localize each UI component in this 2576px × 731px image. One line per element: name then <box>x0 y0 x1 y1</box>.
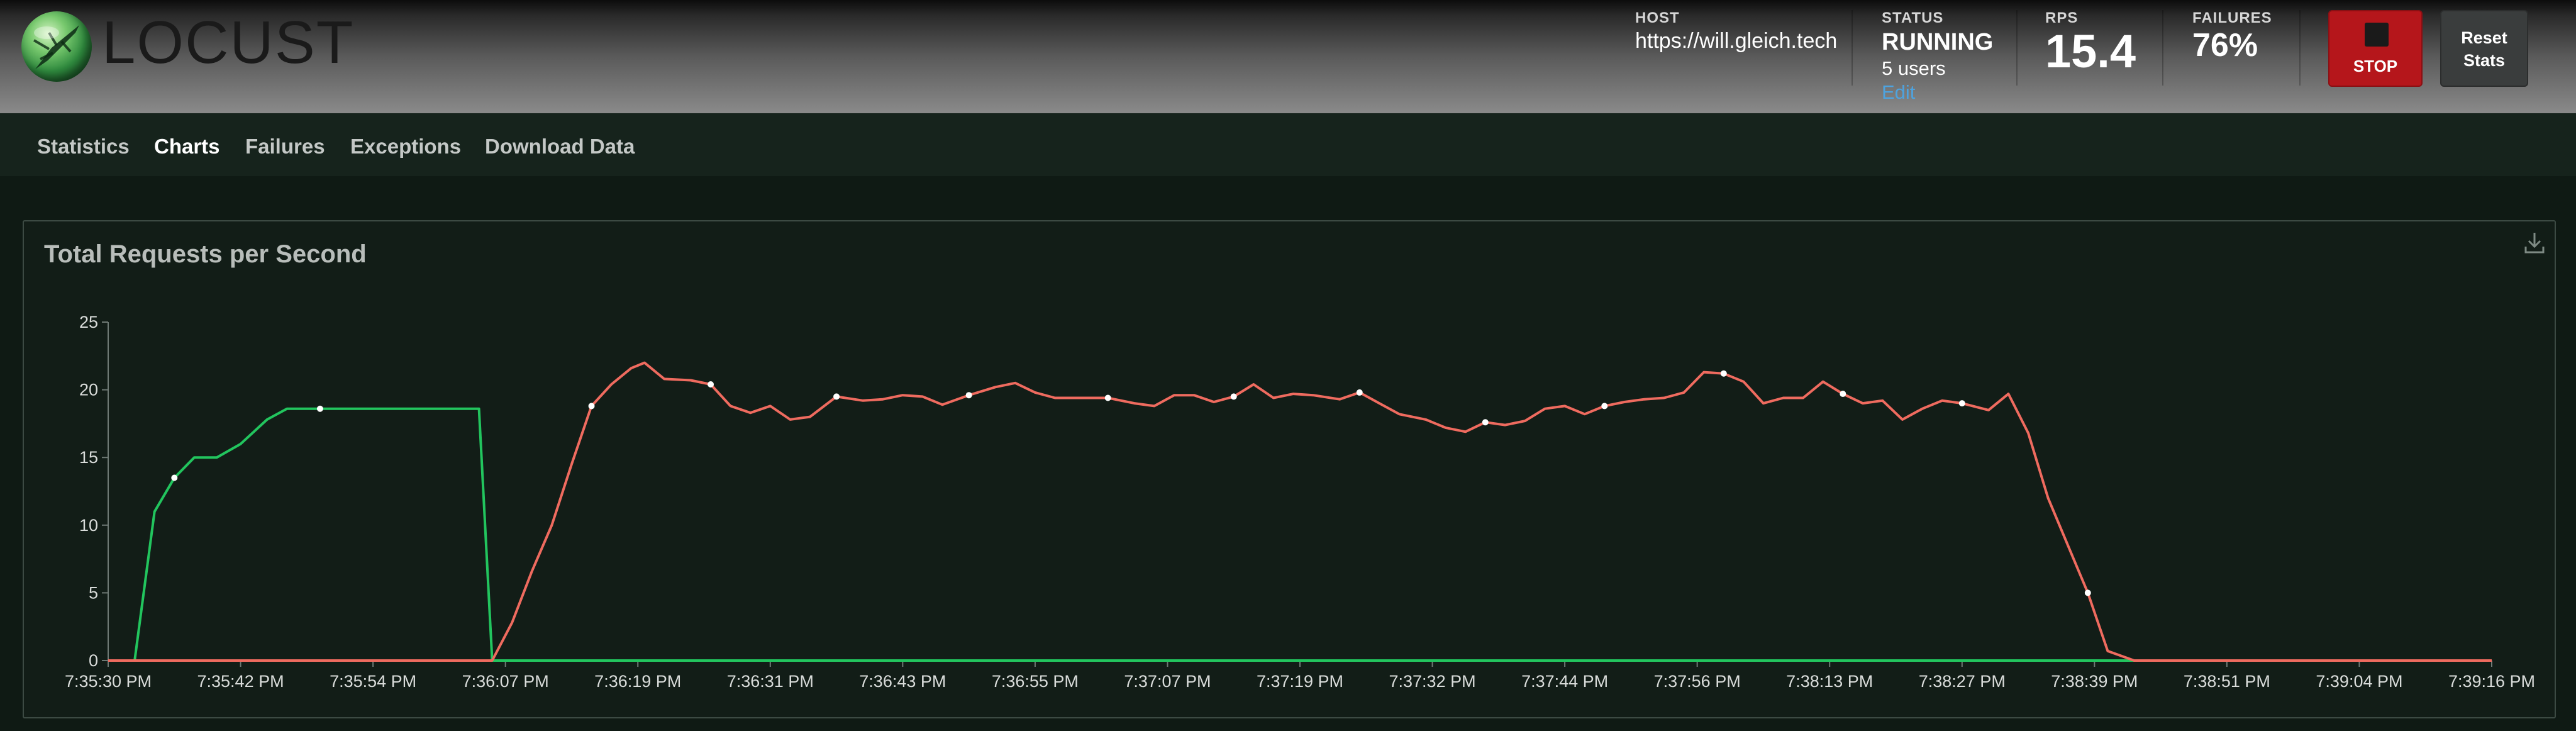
series-point-1 <box>1230 393 1237 400</box>
x-tick-label: 7:35:30 PM <box>65 672 152 691</box>
header-divider <box>1852 10 1853 86</box>
tab-nav: Statistics Charts Failures Exceptions Do… <box>0 113 2576 176</box>
x-tick-label: 7:37:44 PM <box>1521 672 1608 691</box>
series-point-1 <box>1104 394 1111 401</box>
locust-logo-icon <box>21 11 92 82</box>
series-point-1 <box>588 403 595 410</box>
series-line-0 <box>108 407 2492 662</box>
x-tick-label: 7:35:54 PM <box>330 672 416 691</box>
x-tick-label: 7:36:43 PM <box>859 672 946 691</box>
tab-failures[interactable]: Failures <box>245 135 325 158</box>
host-label: HOST <box>1635 9 1680 26</box>
header-divider <box>2299 10 2301 86</box>
series-point-1 <box>965 392 972 399</box>
status-value: RUNNING <box>1882 29 1994 55</box>
rps-stat: RPS 15.4 <box>2045 10 2136 77</box>
host-value: https://will.gleich.tech <box>1635 29 1838 53</box>
x-tick-label: 7:36:55 PM <box>992 672 1079 691</box>
y-tick-label: 20 <box>79 381 98 399</box>
series-point-1 <box>1601 403 1608 410</box>
series-point-1 <box>1840 391 1846 398</box>
x-tick-label: 7:39:04 PM <box>2316 672 2402 691</box>
x-tick-label: 7:36:19 PM <box>594 672 681 691</box>
failures-value: 76% <box>2192 27 2258 64</box>
series-line-1 <box>108 361 2492 662</box>
x-tick-label: 7:39:16 PM <box>2448 672 2535 691</box>
x-tick-label: 7:35:42 PM <box>197 672 284 691</box>
failures-stat: FAILURES 76% <box>2192 10 2272 64</box>
y-tick-label: 25 <box>79 313 98 332</box>
y-tick-label: 15 <box>79 448 98 467</box>
series-point-0 <box>316 405 323 412</box>
user-count: 5 users <box>1882 57 1946 79</box>
host-stat: HOST https://will.gleich.tech <box>1635 10 1837 53</box>
x-tick-label: 7:38:51 PM <box>2184 672 2270 691</box>
status-label: STATUS <box>1882 9 1944 26</box>
series-point-1 <box>708 381 714 388</box>
x-tick-label: 7:38:27 PM <box>1919 672 2006 691</box>
tab-statistics[interactable]: Statistics <box>37 135 130 158</box>
stop-icon <box>2365 23 2389 47</box>
x-tick-label: 7:36:31 PM <box>727 672 814 691</box>
y-tick-label: 10 <box>79 516 98 535</box>
series-point-1 <box>1720 370 1727 377</box>
series-point-1 <box>2084 589 2091 596</box>
x-tick-label: 7:38:39 PM <box>2051 672 2138 691</box>
rps-label: RPS <box>2045 9 2079 26</box>
chart-title: Total Requests per Second <box>44 240 367 268</box>
locust-wordmark: LOCUST <box>102 9 355 76</box>
tab-charts[interactable]: Charts <box>154 135 220 158</box>
failures-label: FAILURES <box>2192 9 2272 26</box>
chart-panel <box>23 220 2556 718</box>
y-tick-label: 5 <box>89 583 98 602</box>
x-tick-label: 7:38:13 PM <box>1786 672 1873 691</box>
tab-exceptions[interactable]: Exceptions <box>350 135 462 158</box>
top-header: LOCUST HOST https://will.gleich.tech STA… <box>0 0 2576 113</box>
stop-button[interactable]: STOP <box>2328 10 2423 87</box>
reset-label-line1: Reset <box>2461 28 2507 47</box>
reset-label-line2: Stats <box>2463 51 2506 70</box>
header-divider <box>2016 10 2018 86</box>
locust-insect-icon <box>33 25 79 69</box>
status-stat: STATUS RUNNING 5 users Edit <box>1882 10 1993 104</box>
x-tick-label: 7:37:07 PM <box>1124 672 1211 691</box>
download-icon[interactable] <box>2523 230 2546 255</box>
series-point-0 <box>171 474 178 481</box>
rps-value: 15.4 <box>2045 25 2136 77</box>
reset-stats-button[interactable]: Reset Stats <box>2440 10 2528 87</box>
edit-users-link[interactable]: Edit <box>1882 81 1916 103</box>
x-tick-label: 7:37:32 PM <box>1389 672 1476 691</box>
series-point-1 <box>1356 389 1363 396</box>
tab-download-data[interactable]: Download Data <box>485 135 635 158</box>
header-divider <box>2162 10 2163 86</box>
series-point-1 <box>833 393 840 400</box>
stop-label: STOP <box>2353 57 2398 75</box>
y-tick-label: 0 <box>89 651 98 670</box>
series-point-1 <box>1482 419 1489 426</box>
x-tick-label: 7:37:56 PM <box>1654 672 1741 691</box>
series-point-1 <box>1958 400 1965 407</box>
x-tick-label: 7:37:19 PM <box>1257 672 1343 691</box>
x-tick-label: 7:36:07 PM <box>462 672 549 691</box>
